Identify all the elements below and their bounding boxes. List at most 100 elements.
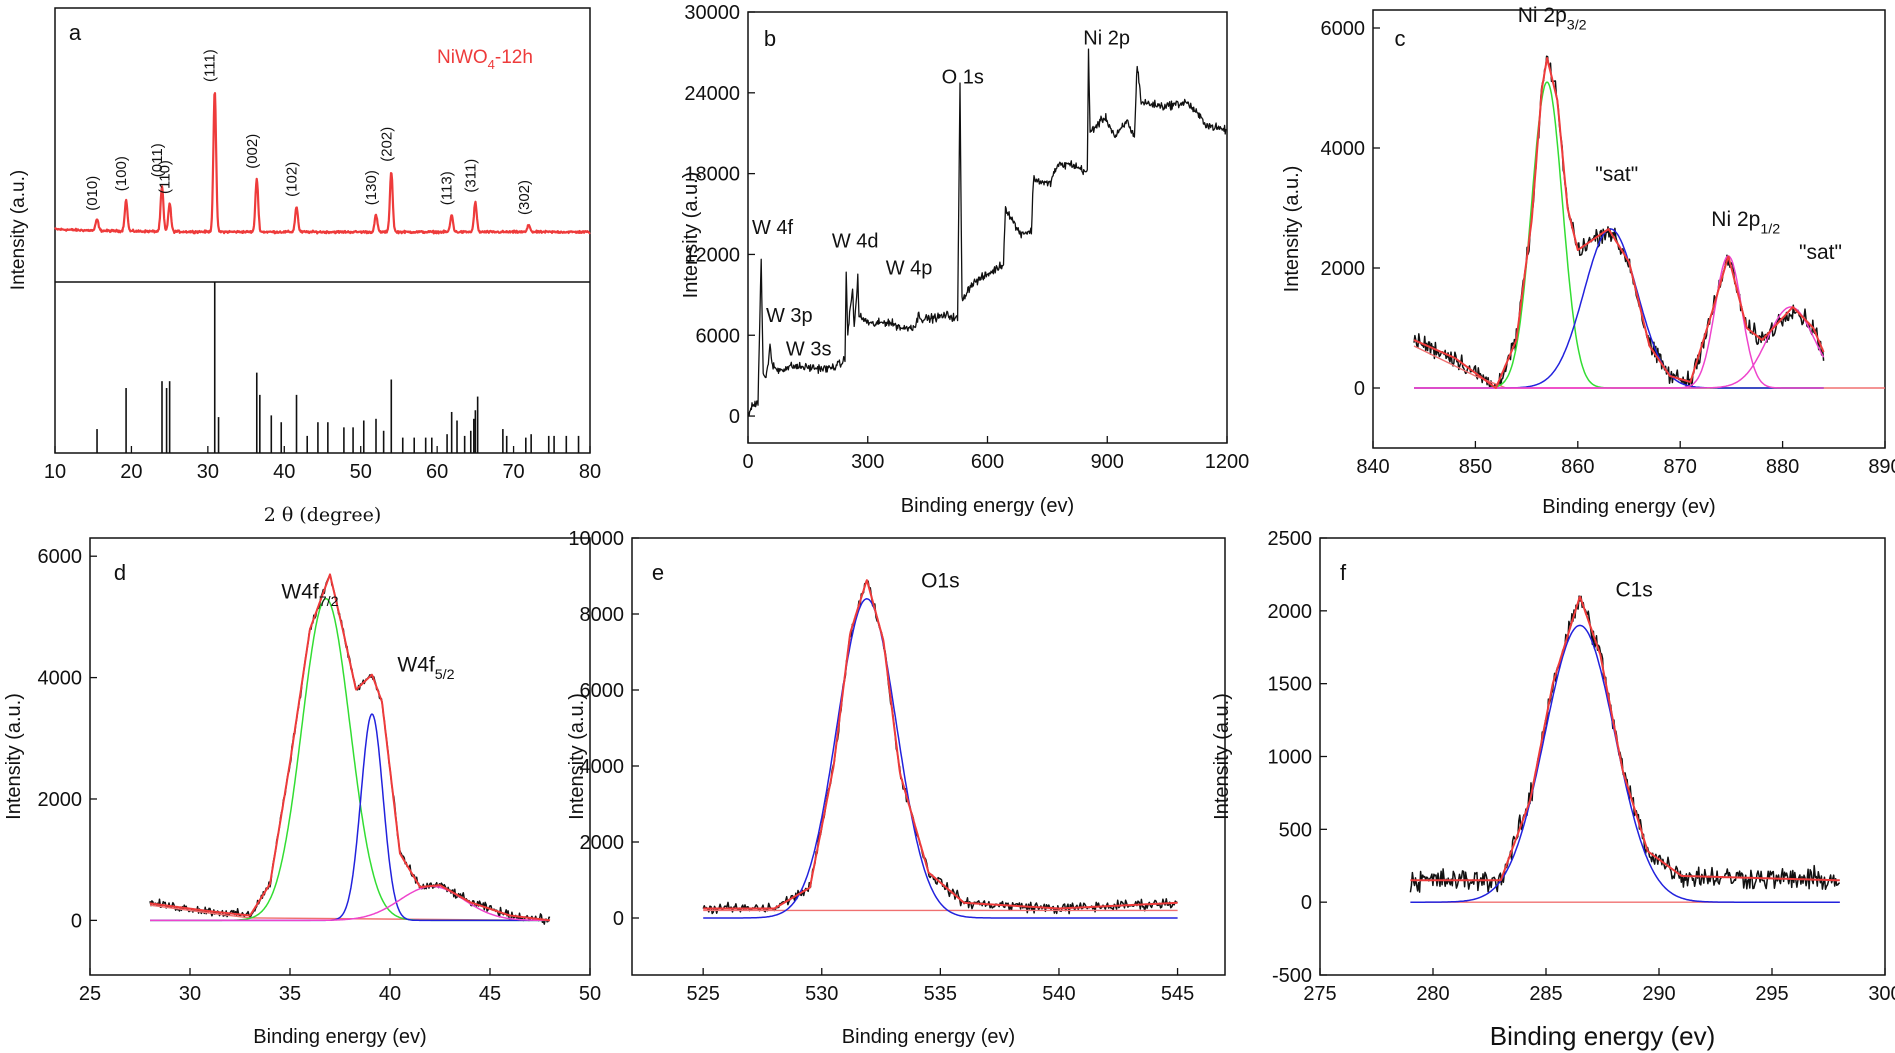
plot-frame	[89, 537, 591, 976]
fit-component-2	[150, 713, 550, 922]
peak-label: W 3p	[766, 305, 813, 327]
x-axis-label: Binding energy (ev)	[842, 1026, 1015, 1048]
plot-frame	[631, 537, 1226, 976]
panel-e: 525 530 535 540 545 0 2000 4000 6000 8000 10000 O1s…	[566, 528, 1226, 1048]
y-axis-label: Intensity (a.u.)	[3, 693, 25, 820]
peak-label: Ni 2p3/2	[1518, 4, 1587, 33]
peak-label: O 1s	[942, 66, 984, 88]
y-tick-label: 0	[613, 908, 624, 930]
x-tick-label: 0	[742, 451, 753, 473]
x-tick-label: 545	[1161, 983, 1194, 1005]
fit-component-1	[703, 598, 1178, 919]
raw-data	[149, 576, 551, 925]
fit-envelope	[149, 573, 551, 922]
y-tick-label: 10000	[568, 528, 624, 550]
y-tick-label: 1500	[1268, 674, 1313, 696]
y-tick-label: 2000	[580, 832, 625, 854]
peak-label: W4f7/2	[281, 581, 338, 610]
peak-label: W 4p	[886, 258, 933, 280]
background-line	[149, 904, 551, 922]
x-tick-label: 60	[426, 461, 448, 483]
y-tick-label: 30000	[684, 2, 740, 24]
peak-label: O1s	[921, 569, 960, 592]
x-tick-label: 30	[197, 461, 219, 483]
panel-letter: a	[69, 20, 82, 45]
hkl-label: (202)	[378, 127, 395, 162]
y-tick-label: 18000	[684, 164, 740, 186]
x-tick-label: 45	[479, 983, 501, 1005]
panel-b: 0 300 600 900 12000600012000180002400030000W…	[680, 2, 1249, 517]
x-tick-label: 30	[179, 983, 201, 1005]
y-tick-label: 4000	[580, 756, 625, 778]
hkl-label: (010)	[84, 176, 101, 211]
x-tick-label: 275	[1303, 983, 1336, 1005]
x-axis-label: 2 θ (degree)	[264, 504, 382, 526]
hkl-label: (002)	[244, 134, 261, 169]
x-tick-label: 870	[1664, 456, 1697, 478]
y-tick-label: 4000	[38, 668, 83, 690]
x-tick-label: 290	[1642, 983, 1675, 1005]
x-tick-label: 20	[120, 461, 142, 483]
peak-label: W 3s	[786, 338, 832, 360]
peak-label: "sat"	[1595, 163, 1638, 186]
y-axis-label: Intensity (a.u.)	[566, 693, 588, 820]
y-tick-label: 0	[1354, 378, 1365, 400]
x-tick-label: 1200	[1205, 451, 1250, 473]
y-tick-label: 2500	[1268, 528, 1313, 550]
y-tick-label: 12000	[684, 244, 740, 266]
peak-label: Ni 2p1/2	[1711, 208, 1780, 237]
panel-a: (010) (100) (011)(110) (111) (002) (102) (130)…	[8, 7, 601, 526]
hkl-label: (011)	[149, 143, 166, 177]
panel-letter: d	[114, 560, 126, 585]
x-tick-label: 860	[1561, 456, 1594, 478]
x-tick-label: 285	[1529, 983, 1562, 1005]
x-tick-label: 525	[686, 983, 719, 1005]
x-tick-label: 35	[279, 983, 301, 1005]
x-tick-label: 70	[502, 461, 524, 483]
plot-frame	[1372, 9, 1886, 449]
x-tick-label: 280	[1416, 983, 1449, 1005]
fit-envelope	[1409, 595, 1841, 882]
peak-label: "sat"	[1799, 241, 1842, 264]
legend-label: NiWO4-12h	[437, 47, 533, 72]
peak-label: W 4f	[752, 217, 794, 239]
x-tick-label: 300	[1868, 983, 1895, 1005]
x-tick-label: 535	[924, 983, 957, 1005]
y-tick-label: 6000	[38, 546, 83, 568]
raw-data	[1413, 55, 1825, 389]
x-axis-label: Binding energy (ev)	[901, 495, 1074, 517]
y-axis-label: Intensity (a.u.)	[8, 170, 29, 290]
xrd-pattern	[54, 91, 591, 235]
y-tick-label: 2000	[1268, 601, 1313, 623]
x-tick-label: 850	[1459, 456, 1492, 478]
y-tick-label: 2000	[38, 789, 83, 811]
peak-label: W 4d	[832, 231, 879, 253]
panel-letter: f	[1340, 560, 1347, 585]
hkl-label: (130)	[363, 170, 380, 205]
fit-component-2	[1414, 228, 1824, 389]
fit-component-1	[150, 597, 550, 922]
x-tick-label: 80	[579, 461, 601, 483]
panel-letter: c	[1395, 26, 1406, 51]
y-tick-label: 4000	[1321, 138, 1366, 160]
y-tick-label: 2000	[1321, 258, 1366, 280]
hkl-label: (311)	[462, 159, 479, 193]
x-axis-label: Binding energy (ev)	[253, 1026, 426, 1048]
x-axis-label: Binding energy (ev)	[1490, 1021, 1715, 1051]
fit-component-1	[1410, 624, 1840, 903]
hkl-label: (110)	[157, 160, 174, 194]
x-tick-label: 40	[379, 983, 401, 1005]
hkl-label: (111)	[202, 49, 219, 82]
fit-envelope	[702, 579, 1178, 910]
y-tick-label: 8000	[580, 604, 625, 626]
fit-component-3	[150, 885, 550, 922]
x-axis-label: Binding energy (ev)	[1542, 496, 1715, 518]
panel-d: 25 30 35 40 45 50 0 2000 4000 6000 W4f7/2 W4f5/2 Bin…	[3, 537, 601, 1048]
hkl-label: (113)	[439, 171, 456, 205]
panel-letter: b	[764, 26, 776, 51]
panel-c: 840 850 860 870 880 890 0 2000 4000 6000 Ni 2p3/2 "…	[1281, 4, 1895, 518]
y-tick-label: 0	[71, 910, 82, 932]
y-tick-label: 1000	[1268, 747, 1313, 769]
x-tick-label: 540	[1042, 983, 1075, 1005]
